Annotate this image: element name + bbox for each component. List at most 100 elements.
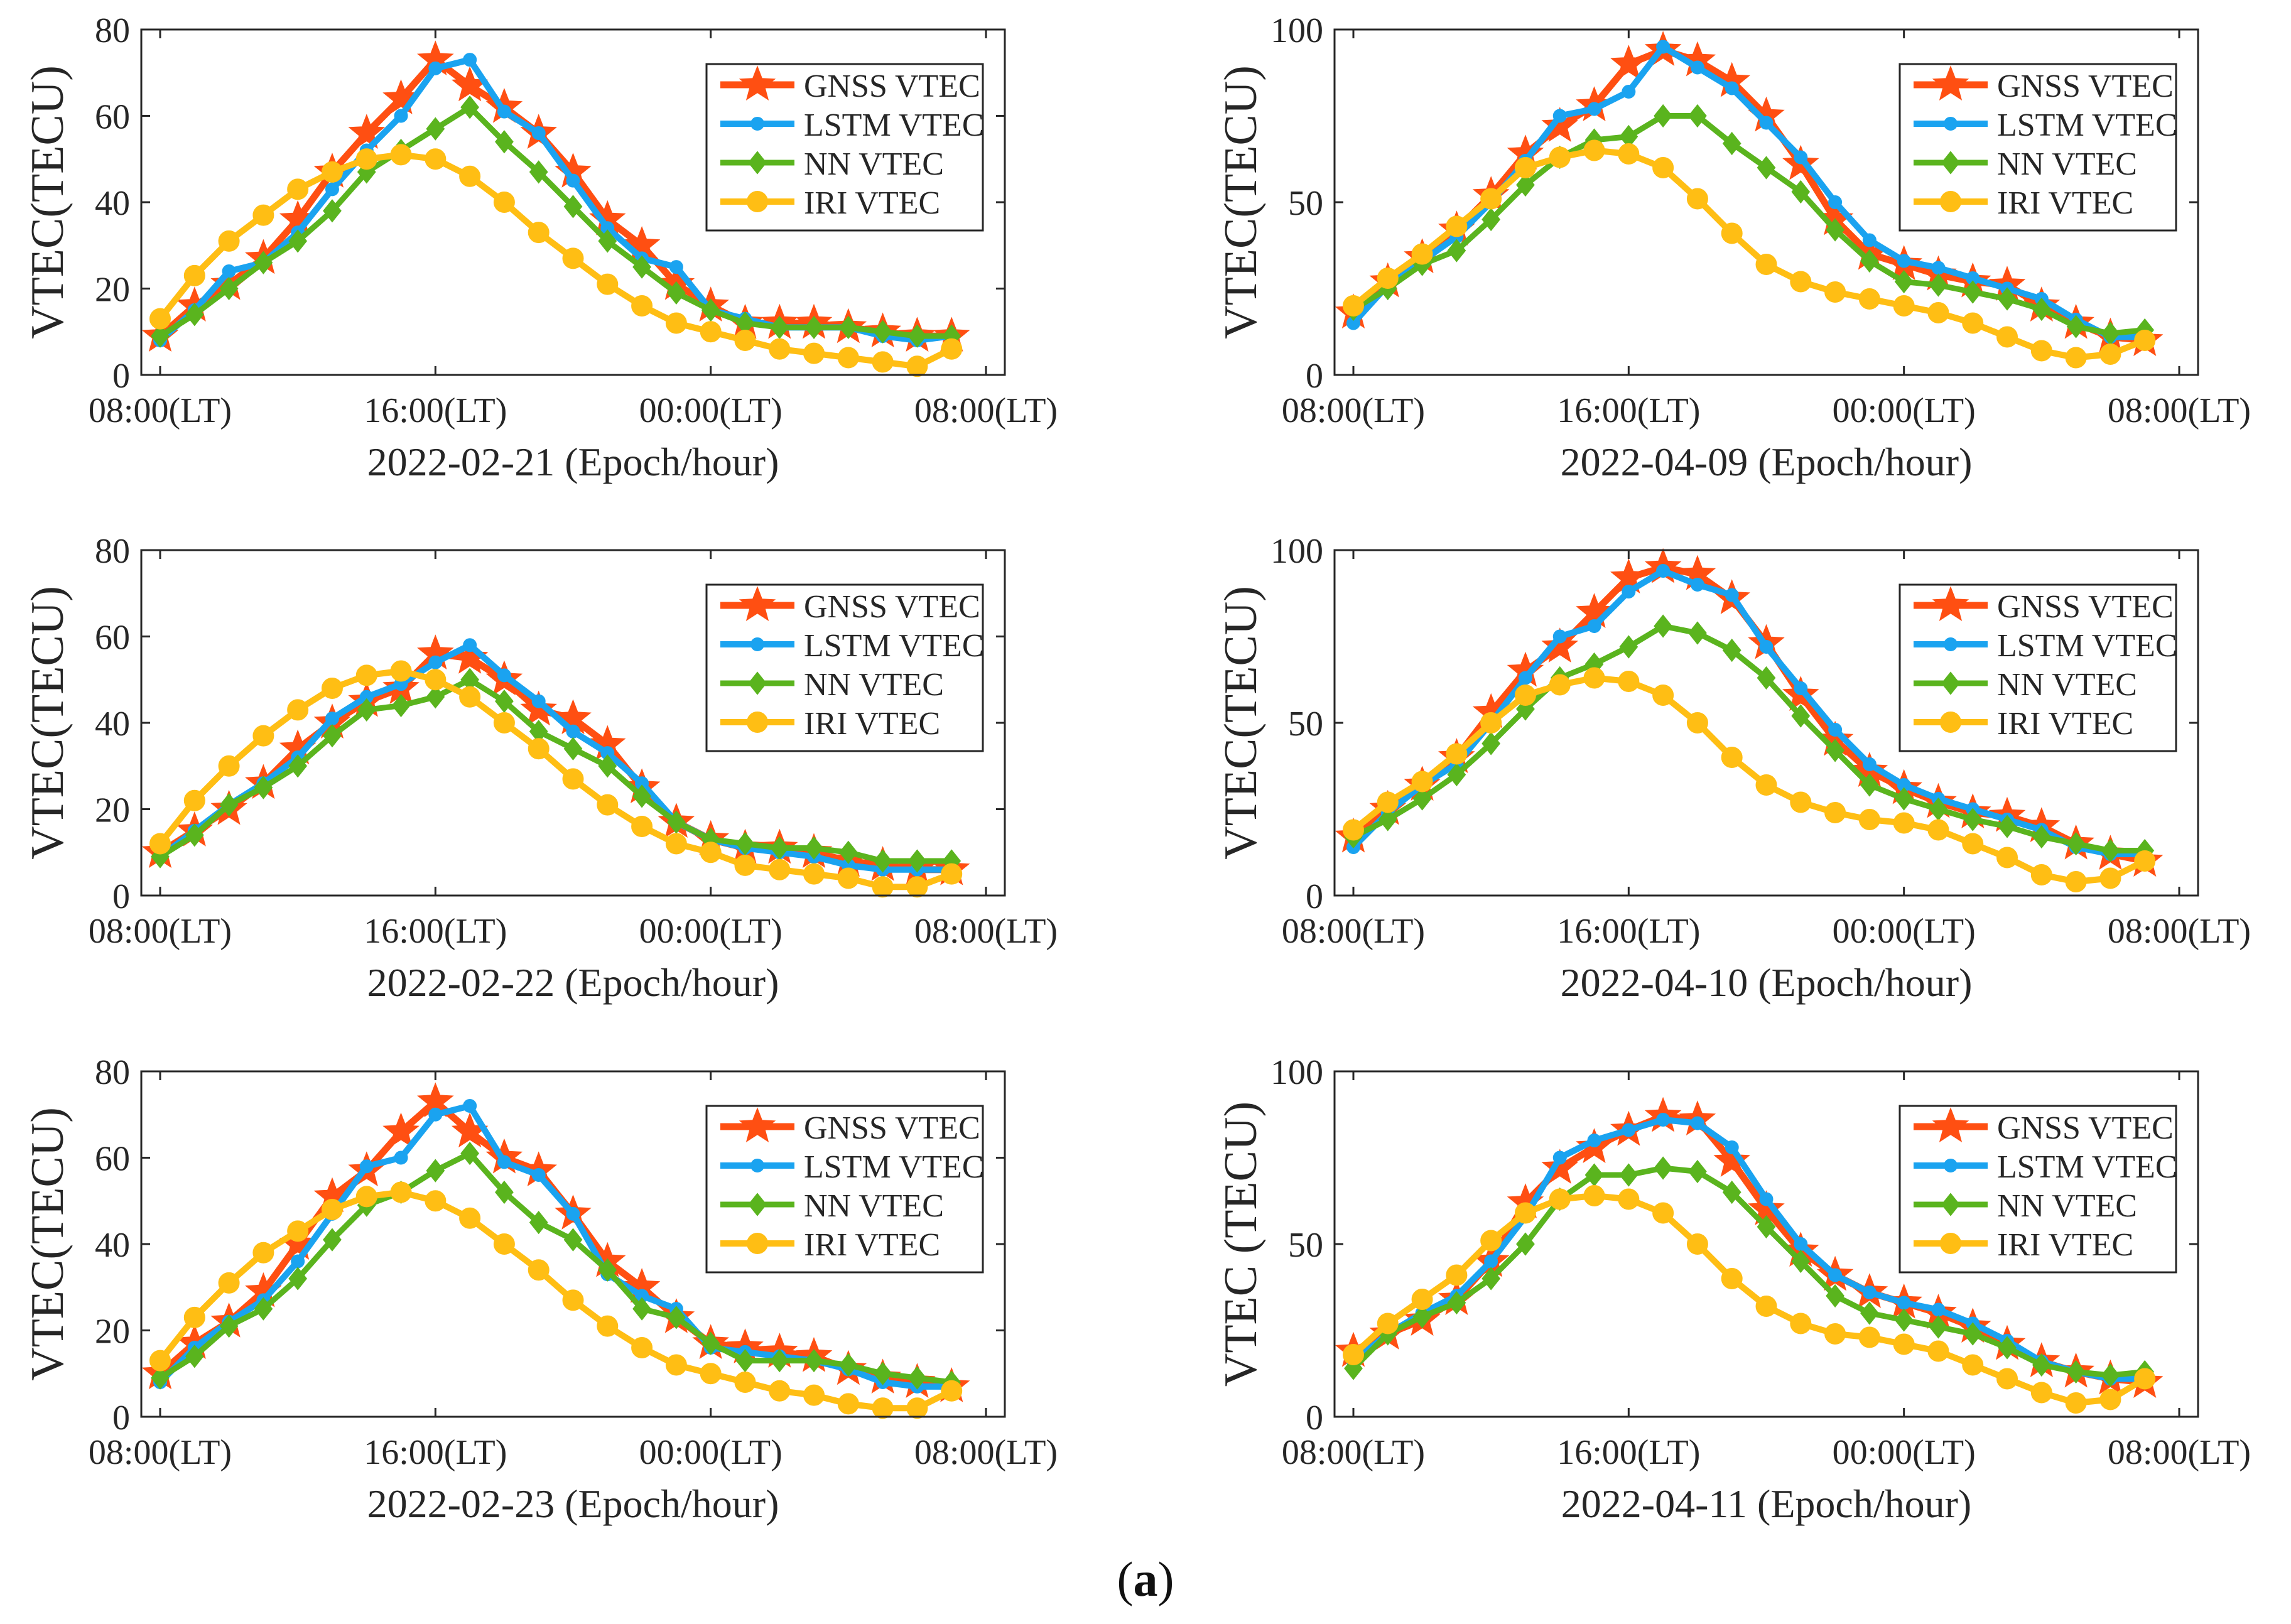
legend-item-gnss-vtec: GNSS VTEC: [720, 586, 980, 625]
x-tick-label: 00:00(LT): [639, 912, 783, 951]
y-axis-label: VTEC(TECU): [1215, 65, 1267, 339]
y-tick-label: 0: [112, 1399, 130, 1437]
legend-item-iri-vtec: IRI VTEC: [720, 706, 940, 742]
data-point: [1824, 1323, 1846, 1345]
data-point: [2101, 1363, 2120, 1387]
legend-item-iri-vtec: IRI VTEC: [1914, 185, 2133, 221]
data-point: [769, 858, 791, 880]
data-point: [837, 1393, 859, 1415]
data-point: [426, 685, 445, 709]
data-point: [1690, 578, 1704, 592]
data-point: [872, 351, 894, 373]
legend-swatch-marker: [747, 1233, 768, 1254]
data-point: [2032, 1353, 2051, 1377]
data-point: [1411, 243, 1433, 265]
y-axis-label: VTEC (TECU): [1215, 1102, 1267, 1387]
data-point: [1549, 1188, 1571, 1210]
data-point: [288, 754, 308, 778]
x-axis-label: 2022-02-21 (Epoch/hour): [367, 440, 779, 484]
legend-label: LSTM VTEC: [804, 628, 984, 664]
x-tick-label: 00:00(LT): [639, 1433, 783, 1472]
data-point: [566, 1206, 580, 1221]
chart-panel-4: 0 50 100 08:00(LT) 16:00(LT) 00:00(LT) 08:00(L…: [1215, 532, 2251, 1005]
data-point: [1826, 739, 1844, 762]
x-tick-label: 08:00(LT): [89, 1433, 232, 1472]
data-point: [428, 1107, 443, 1122]
y-tick-label: 100: [1270, 1053, 1323, 1092]
data-point: [425, 148, 447, 170]
legend-label: GNSS VTEC: [804, 68, 980, 104]
series-nn-vtec: [151, 1142, 961, 1394]
data-point: [1343, 1344, 1364, 1365]
legend-label: GNSS VTEC: [1997, 68, 2174, 104]
legend-swatch-marker: [739, 1107, 776, 1142]
legend-swatch-marker: [750, 637, 764, 651]
legend-label: NN VTEC: [1997, 146, 2137, 182]
y-tick-label: 0: [112, 877, 130, 916]
data-point: [1962, 1354, 1984, 1376]
data-point: [803, 342, 825, 364]
data-point: [1690, 60, 1704, 75]
x-axis-label: 2022-04-11 (Epoch/hour): [1561, 1481, 1971, 1526]
legend-swatch-marker: [747, 191, 768, 212]
data-point: [394, 1150, 408, 1165]
data-point: [1378, 808, 1397, 831]
data-point: [463, 1099, 477, 1113]
series-nn-vtec: [151, 668, 961, 873]
data-point: [838, 315, 858, 339]
data-point: [562, 247, 584, 269]
legend-swatch-marker: [1944, 117, 1958, 131]
data-point: [1480, 188, 1502, 210]
data-point: [185, 1345, 204, 1368]
data-point: [907, 1366, 927, 1390]
y-axis-label: VTEC(TECU): [22, 65, 73, 339]
data-point: [563, 1228, 583, 1252]
data-point: [1377, 791, 1399, 813]
data-point: [735, 831, 755, 856]
x-tick-label: 00:00(LT): [639, 391, 783, 430]
legend-label: IRI VTEC: [804, 1227, 940, 1263]
data-layer: [1335, 1096, 2164, 1414]
y-tick-label: 0: [1306, 1399, 1323, 1437]
data-point: [1688, 1159, 1707, 1184]
data-point: [1862, 1286, 1877, 1299]
x-axis-label: 2022-02-22 (Epoch/hour): [367, 960, 779, 1005]
data-point: [804, 836, 823, 860]
data-point: [701, 1331, 720, 1355]
data-point: [1725, 81, 1739, 95]
data-point: [1757, 1215, 1776, 1239]
data-point: [700, 1363, 722, 1385]
data-point: [1610, 45, 1647, 80]
data-point: [531, 694, 546, 708]
data-point: [1963, 808, 1983, 831]
legend-item-gnss-vtec: GNSS VTEC: [1914, 586, 2174, 625]
legend-item-lstm-vtec: LSTM VTEC: [720, 1149, 984, 1185]
legend-item-iri-vtec: IRI VTEC: [1914, 1227, 2133, 1263]
y-tick-label: 80: [95, 11, 130, 50]
data-point: [2032, 825, 2051, 849]
data-point: [1447, 239, 1466, 263]
data-point: [631, 1337, 653, 1358]
data-point: [2099, 1389, 2121, 1410]
data-point: [597, 794, 619, 816]
data-point: [222, 264, 236, 278]
data-point: [254, 776, 273, 799]
y-axis-label: VTEC(TECU): [22, 1107, 73, 1381]
data-point: [2134, 850, 2156, 872]
legend-label: LSTM VTEC: [1997, 1149, 2177, 1185]
series-nn-vtec: [1344, 614, 2155, 863]
data-point: [1759, 1192, 1774, 1206]
data-point: [770, 1349, 789, 1373]
data-point: [1447, 762, 1466, 787]
data-point: [1862, 757, 1877, 771]
x-tick-label: 08:00(LT): [914, 391, 1058, 430]
data-point: [1998, 815, 2017, 838]
legend-item-nn-vtec: NN VTEC: [720, 146, 944, 182]
legend-item-nn-vtec: NN VTEC: [1914, 667, 2137, 703]
data-point: [906, 1397, 928, 1419]
data-point: [1757, 156, 1776, 180]
data-point: [598, 229, 617, 253]
y-tick-label: 0: [112, 357, 130, 396]
data-point: [495, 690, 514, 713]
